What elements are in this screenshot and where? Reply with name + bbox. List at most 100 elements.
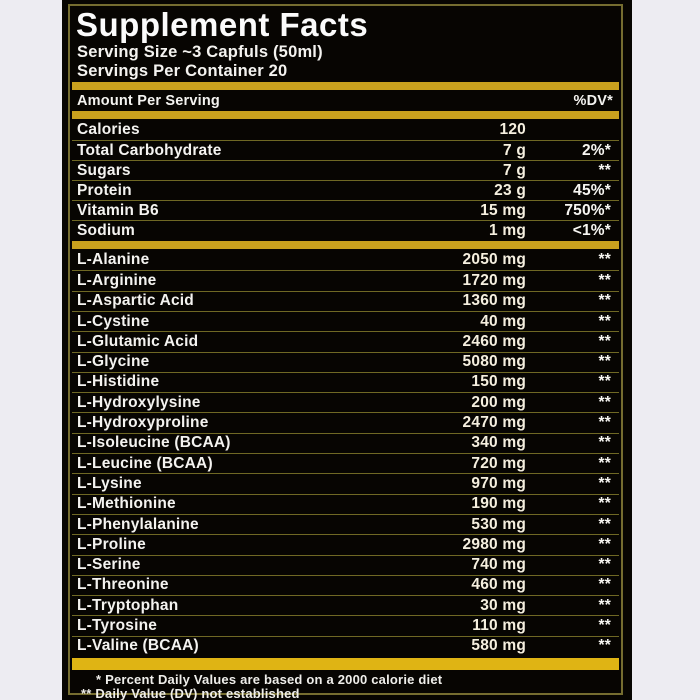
nutrient-amount: 460 mg bbox=[471, 576, 526, 594]
nutrient-name: L-Lysine bbox=[77, 474, 142, 492]
nutrient-name: Sodium bbox=[77, 221, 136, 239]
nutrient-name: L-Threonine bbox=[77, 576, 169, 594]
nutrient-name: L-Hydroxylysine bbox=[77, 393, 201, 411]
nutrient-row: L-Lysine 970 mg ** bbox=[72, 473, 619, 493]
nutrient-row: Vitamin B6 15 mg 750%* bbox=[72, 200, 619, 220]
nutrient-amount: 1 mg bbox=[489, 221, 526, 239]
nutrient-dv: 750%* bbox=[564, 201, 611, 219]
nutrient-name: L-Leucine (BCAA) bbox=[77, 454, 213, 472]
footnote-daily-values: * Percent Daily Values are based on a 20… bbox=[96, 672, 443, 687]
nutrient-name: L-Glycine bbox=[77, 353, 150, 371]
nutrient-amount: 340 mg bbox=[471, 434, 526, 452]
nutrient-amount: 2050 mg bbox=[462, 251, 526, 269]
nutrient-dv: ** bbox=[598, 474, 611, 492]
nutrient-row: L-Phenylalanine 530 mg ** bbox=[72, 513, 619, 534]
nutrient-name: L-Valine (BCAA) bbox=[77, 637, 199, 655]
nutrient-amount: 7 g bbox=[503, 161, 526, 179]
nutrient-amount: 190 mg bbox=[471, 495, 526, 513]
nutrient-dv: ** bbox=[598, 596, 611, 614]
nutrient-amount: 2460 mg bbox=[462, 332, 526, 350]
nutrient-row: L-Hydroxyproline 2470 mg ** bbox=[72, 412, 619, 432]
label-content: Supplement Facts Serving Size ~3 Capfuls… bbox=[72, 6, 619, 700]
nutrient-name: L-Aspartic Acid bbox=[77, 292, 194, 310]
nutrient-row: L-Leucine (BCAA) 720 mg ** bbox=[72, 453, 619, 473]
nutrient-amount: 580 mg bbox=[471, 637, 526, 655]
nutrient-amount: 720 mg bbox=[471, 454, 526, 472]
nutrient-name: L-Alanine bbox=[77, 251, 150, 269]
nutrient-amount: 740 mg bbox=[471, 556, 526, 574]
nutrient-name: L-Tryptophan bbox=[77, 596, 179, 614]
divider-bar-bottom bbox=[72, 658, 619, 670]
nutrient-amount: 1360 mg bbox=[462, 292, 526, 310]
nutrient-name: Protein bbox=[77, 181, 132, 199]
nutrient-dv: ** bbox=[598, 251, 611, 269]
nutrient-row: L-Tyrosine 110 mg ** bbox=[72, 615, 619, 635]
label-title: Supplement Facts bbox=[76, 6, 369, 43]
nutrient-row: L-Alanine 2050 mg ** bbox=[72, 250, 619, 270]
nutrient-dv: ** bbox=[598, 292, 611, 310]
nutrient-row: L-Isoleucine (BCAA) 340 mg ** bbox=[72, 432, 619, 453]
nutrient-amount: 15 mg bbox=[480, 201, 526, 219]
nutrient-dv: ** bbox=[598, 454, 611, 472]
nutrient-amount: 530 mg bbox=[471, 515, 526, 533]
nutrient-name: L-Isoleucine (BCAA) bbox=[77, 434, 231, 452]
nutrient-name: Calories bbox=[77, 121, 140, 139]
nutrient-name: L-Glutamic Acid bbox=[77, 332, 199, 350]
nutrient-dv: ** bbox=[598, 353, 611, 371]
footnote-not-established: ** Daily Value (DV) not established bbox=[81, 685, 300, 700]
amino-table: L-Alanine 2050 mg ** L-Arginine 1720 mg … bbox=[72, 250, 619, 656]
nutrient-name: L-Phenylalanine bbox=[77, 515, 199, 533]
nutrient-dv: ** bbox=[598, 312, 611, 330]
nutrient-dv: ** bbox=[598, 332, 611, 350]
nutrient-dv: ** bbox=[598, 637, 611, 655]
nutrient-row: Protein 23 g 45%* bbox=[72, 180, 619, 200]
nutrient-row: Total Carbohydrate 7 g 2%* bbox=[72, 140, 619, 160]
nutrient-amount: 23 g bbox=[494, 181, 526, 199]
nutrient-name: L-Arginine bbox=[77, 272, 157, 289]
nutrient-row: L-Proline 2980 mg ** bbox=[72, 534, 619, 554]
nutrient-row: Calories 120 bbox=[72, 120, 619, 140]
divider-bar bbox=[72, 111, 619, 120]
nutrient-amount: 7 g bbox=[503, 141, 526, 159]
nutrient-row: Sodium 1 mg <1%* bbox=[72, 220, 619, 240]
nutrient-row: L-Cystine 40 mg ** bbox=[72, 310, 619, 331]
divider-bar bbox=[72, 241, 619, 250]
amount-per-serving-header: Amount Per Serving bbox=[77, 92, 220, 109]
nutrient-name: L-Hydroxyproline bbox=[77, 414, 209, 432]
nutrient-row: Sugars 7 g ** bbox=[72, 160, 619, 180]
nutrient-amount: 120 bbox=[499, 121, 526, 139]
supplement-facts-label: Supplement Facts Serving Size ~3 Capfuls… bbox=[62, 0, 632, 700]
nutrient-row: L-Histidine 150 mg ** bbox=[72, 371, 619, 392]
nutrient-name: Total Carbohydrate bbox=[77, 141, 222, 159]
nutrient-amount: 2980 mg bbox=[462, 535, 526, 553]
nutrient-amount: 2470 mg bbox=[462, 414, 526, 432]
dv-header: %DV* bbox=[573, 92, 613, 109]
nutrient-row: L-Glutamic Acid 2460 mg ** bbox=[72, 331, 619, 351]
nutrient-name: L-Cystine bbox=[77, 312, 150, 330]
nutrient-row: L-Valine (BCAA) 580 mg ** bbox=[72, 635, 619, 656]
nutrient-name: L-Serine bbox=[77, 556, 141, 574]
nutrient-dv: ** bbox=[598, 161, 611, 179]
nutrient-row: L-Hydroxylysine 200 mg ** bbox=[72, 392, 619, 412]
divider-bar bbox=[72, 82, 619, 90]
nutrient-dv: ** bbox=[598, 272, 611, 289]
nutrient-dv: ** bbox=[598, 414, 611, 432]
nutrient-dv: ** bbox=[598, 556, 611, 574]
nutrient-dv: ** bbox=[598, 393, 611, 411]
nutrient-dv: 2%* bbox=[581, 141, 611, 159]
nutrient-name: Vitamin B6 bbox=[77, 201, 159, 219]
nutrient-name: L-Histidine bbox=[77, 373, 160, 391]
nutrient-amount: 150 mg bbox=[471, 373, 526, 391]
nutrient-name: L-Methionine bbox=[77, 495, 176, 513]
nutrient-row: L-Tryptophan 30 mg ** bbox=[72, 595, 619, 615]
nutrient-amount: 40 mg bbox=[480, 312, 526, 330]
macro-table: Calories 120 Total Carbohydrate 7 g 2%* … bbox=[72, 120, 619, 240]
nutrient-amount: 200 mg bbox=[471, 393, 526, 411]
nutrient-dv: ** bbox=[598, 535, 611, 553]
nutrient-dv: ** bbox=[598, 495, 611, 513]
nutrient-amount: 1720 mg bbox=[462, 272, 526, 289]
nutrient-dv: 45%* bbox=[573, 181, 611, 199]
nutrient-dv: ** bbox=[598, 434, 611, 452]
table-header: Amount Per Serving %DV* bbox=[72, 91, 619, 110]
nutrient-name: L-Tyrosine bbox=[77, 617, 158, 635]
